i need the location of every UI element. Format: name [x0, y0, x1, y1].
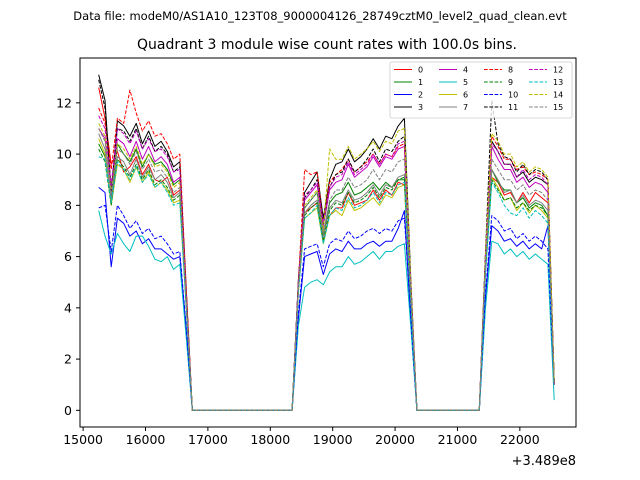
x-tick-label: 18000 [250, 432, 290, 447]
legend-label-1: 1 [418, 78, 423, 87]
x-tick-label: 21000 [438, 432, 478, 447]
figure-suptitle: Data file: modeM0/AS1A10_123T08_90000041… [73, 9, 567, 23]
series-line-15 [98, 128, 555, 411]
legend-frame [389, 61, 573, 119]
legend-label-9: 9 [508, 78, 513, 87]
legend-label-14: 14 [553, 91, 563, 100]
y-tick-label: 12 [56, 95, 72, 110]
y-tick-label: 8 [64, 198, 72, 213]
legend-label-15: 15 [553, 103, 563, 112]
legend-label-12: 12 [553, 66, 563, 75]
x-tick-label: 15000 [63, 432, 103, 447]
y-tick-label: 4 [64, 300, 72, 315]
legend-label-4: 4 [463, 66, 468, 75]
legend-label-8: 8 [508, 66, 513, 75]
x-tick-label: 17000 [188, 432, 228, 447]
x-tick-label: 16000 [126, 432, 166, 447]
legend-label-6: 6 [463, 91, 468, 100]
axes-frame [79, 57, 577, 428]
legend-label-11: 11 [508, 103, 518, 112]
y-tick-label: 6 [64, 249, 72, 264]
legend-label-10: 10 [508, 91, 518, 100]
legend-label-0: 0 [418, 66, 423, 75]
legend-label-7: 7 [463, 103, 468, 112]
x-tick-label: 19000 [313, 432, 353, 447]
y-tick-label: 2 [64, 352, 72, 367]
x-offset-label: +3.489e8 [512, 454, 576, 469]
legend-label-5: 5 [463, 78, 468, 87]
ticks-layer: 15000 16000 17000 18000 19000 20000 21000 22000… [56, 95, 540, 447]
chart-title: Quadrant 3 module wise count rates with … [137, 37, 517, 53]
legend-label-2: 2 [418, 91, 423, 100]
plot-layer [98, 74, 555, 411]
legend-label-3: 3 [418, 103, 423, 112]
legend-label-13: 13 [553, 78, 563, 87]
x-tick-label: 20000 [375, 432, 415, 447]
y-tick-label: 0 [64, 403, 72, 418]
y-tick-label: 10 [56, 147, 72, 162]
x-tick-label: 22000 [500, 432, 540, 447]
series-line-13 [98, 156, 555, 411]
